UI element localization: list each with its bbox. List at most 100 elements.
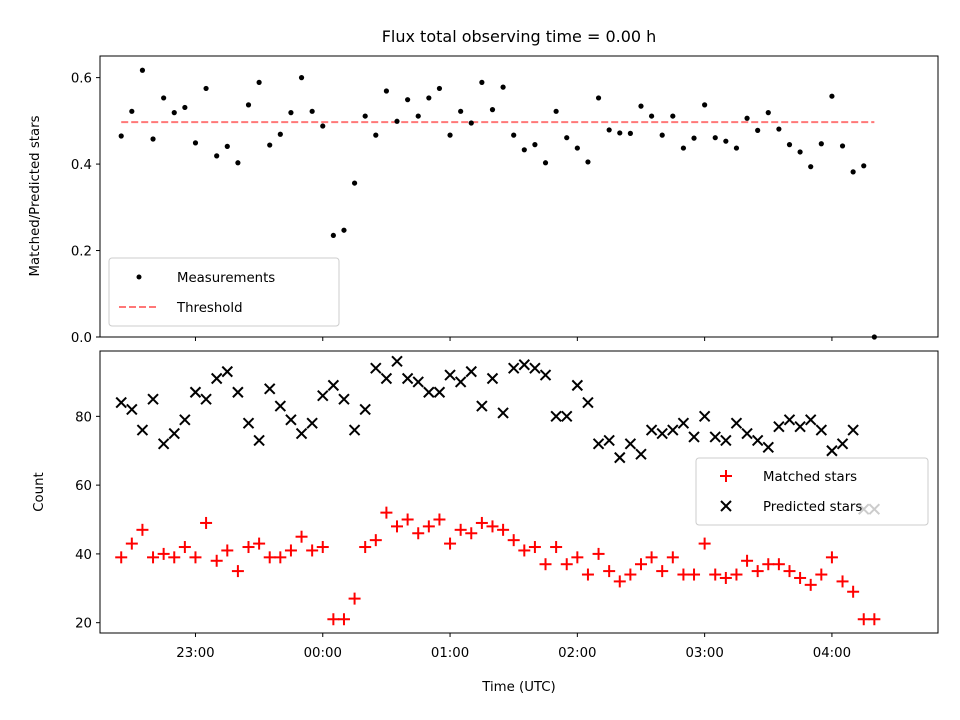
matched-point <box>550 541 563 554</box>
x-tick-label: 23:00 <box>176 646 214 661</box>
predicted-point <box>264 383 276 395</box>
predicted-point <box>688 431 700 443</box>
predicted-point <box>274 400 287 412</box>
matched-point <box>592 547 605 560</box>
predicted-point <box>635 448 647 460</box>
predicted-point <box>359 403 371 416</box>
measurement-point <box>298 75 305 81</box>
matched-point <box>868 613 881 626</box>
matched-point <box>391 520 404 533</box>
matched-point <box>560 558 573 571</box>
predicted-point <box>210 372 223 385</box>
top-legend: Measurements Threshold <box>108 257 340 327</box>
measurement-point <box>447 132 453 138</box>
matched-point <box>539 558 552 571</box>
y-tick-label: 0.2 <box>71 245 92 260</box>
y-tick-label: 0.0 <box>71 331 92 346</box>
matched-point <box>274 551 287 564</box>
measurement-point <box>808 164 814 170</box>
measurement-point <box>765 110 771 116</box>
y-tick-label: 80 <box>75 410 92 425</box>
measurement-point <box>786 142 793 148</box>
matched-point <box>221 544 234 557</box>
matched-point <box>412 527 425 540</box>
measurement-point <box>755 127 761 133</box>
measurement-point <box>797 149 803 155</box>
matched-point <box>613 575 626 588</box>
measurement-point <box>362 113 368 119</box>
measurement-point <box>192 140 199 146</box>
matched-point <box>677 568 690 581</box>
predicted-point <box>476 400 488 412</box>
measurement-point <box>436 85 443 92</box>
matched-point <box>804 578 817 591</box>
predicted-point <box>433 386 446 398</box>
matched-point <box>115 551 128 564</box>
measurement-point <box>394 118 400 124</box>
measurement-point <box>150 136 156 142</box>
x-tick-label: 03:00 <box>685 646 723 661</box>
matched-point <box>444 537 457 550</box>
measurement-point <box>638 103 644 109</box>
predicted-point <box>423 386 435 398</box>
predicted-point <box>815 424 828 436</box>
measurement-point <box>818 141 824 147</box>
legend-predicted-marker <box>720 500 732 512</box>
predicted-point <box>730 417 743 429</box>
measurement-point <box>648 113 655 119</box>
y-tick-label: 60 <box>75 479 92 494</box>
measurement-point <box>320 123 326 129</box>
predicted-point <box>147 393 159 405</box>
measurement-point <box>118 133 124 139</box>
matched-point <box>666 551 679 564</box>
measurement-point <box>383 88 390 94</box>
measurement-point <box>267 142 273 148</box>
legend-matched-marker <box>720 470 732 482</box>
matched-point <box>815 568 828 581</box>
predicted-point <box>253 434 265 447</box>
legend-predicted-label: Predicted stars <box>763 500 862 515</box>
predicted-point <box>624 438 637 450</box>
x-tick-label: 00:00 <box>304 646 342 661</box>
y-tick-label: 20 <box>75 617 92 632</box>
predicted-point <box>645 424 658 436</box>
bottom-y-axis-label: Count <box>32 472 47 512</box>
predicted-point <box>571 379 584 392</box>
measurement-point <box>712 135 718 141</box>
y-tick-label: 0.6 <box>71 72 92 87</box>
matched-point <box>210 554 223 567</box>
predicted-point <box>741 427 753 440</box>
legend-threshold-label: Threshold <box>176 301 243 316</box>
measurement-point <box>288 110 294 116</box>
measurement-point <box>744 115 750 121</box>
matched-point <box>136 523 149 536</box>
matched-point <box>624 568 637 581</box>
y-tick-label: 0.4 <box>71 158 92 173</box>
measurement-point <box>542 160 549 166</box>
predicted-point <box>783 414 796 426</box>
measurement-point <box>574 145 580 151</box>
matched-point <box>794 571 807 584</box>
measurement-point <box>606 127 612 133</box>
predicted-point <box>380 372 393 385</box>
matched-point <box>603 565 616 578</box>
top-legend-frame <box>108 257 340 327</box>
measurement-point <box>330 232 336 239</box>
measurement-point <box>224 143 230 149</box>
legend-measurements-label: Measurements <box>177 271 275 286</box>
predicted-point <box>720 434 732 447</box>
measurement-point <box>553 108 559 114</box>
matched-point <box>454 523 467 536</box>
measurement-point <box>521 147 527 153</box>
measurement-point <box>532 142 538 148</box>
matched-point <box>380 506 393 519</box>
measurement-point <box>500 84 506 90</box>
predicted-point <box>327 379 340 392</box>
measurement-point <box>161 95 167 101</box>
measurement-point <box>171 110 177 116</box>
predicted-point <box>539 369 552 381</box>
matched-point <box>401 513 414 526</box>
matched-point <box>189 551 202 564</box>
matched-point <box>253 537 266 550</box>
matched-point <box>571 551 584 564</box>
